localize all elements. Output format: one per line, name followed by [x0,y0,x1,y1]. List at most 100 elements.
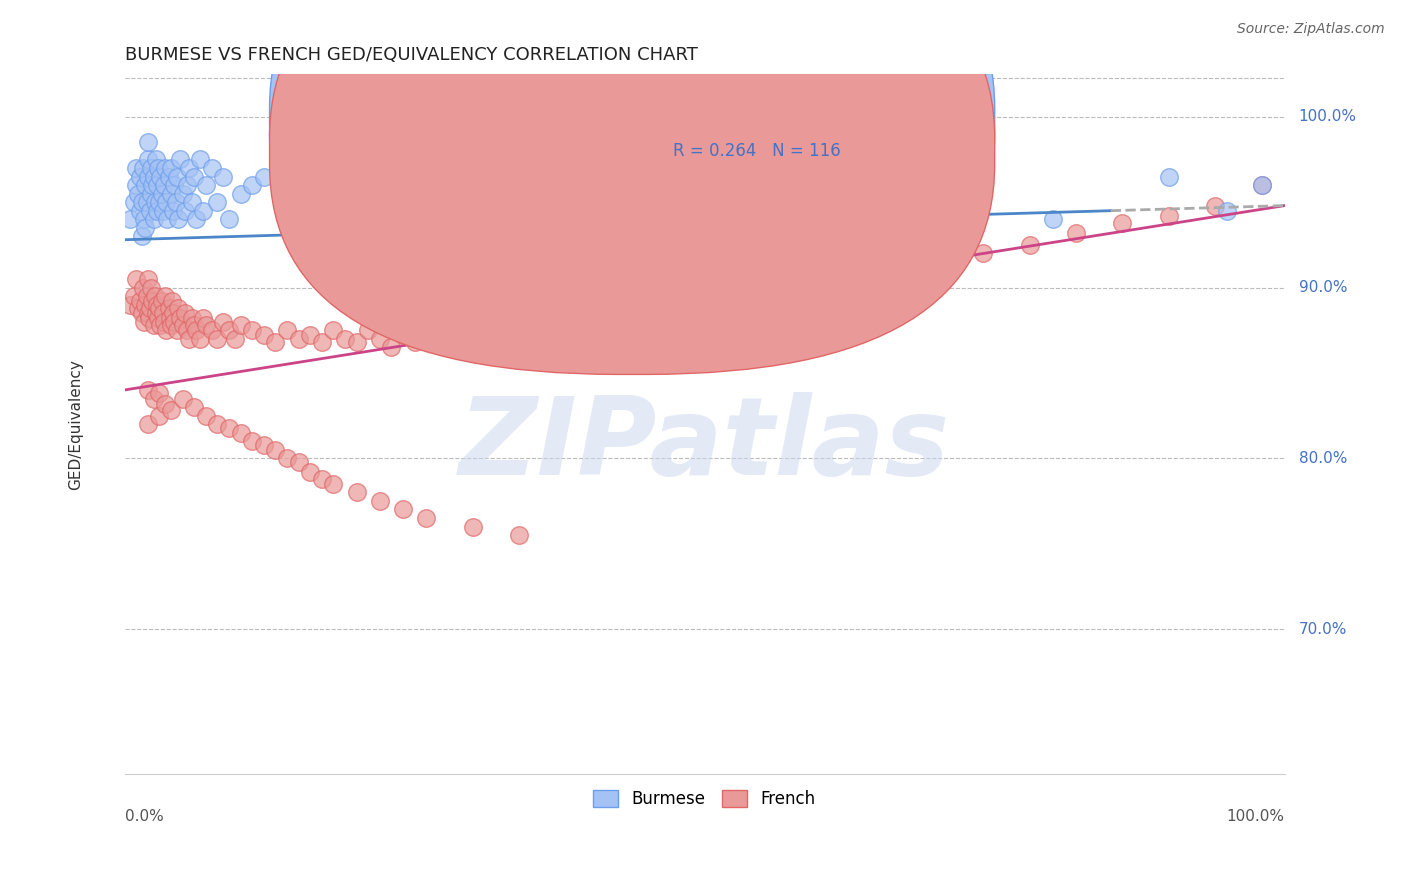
Point [299,328,322,343]
Point [218,420,240,434]
Point [160,186,183,201]
Point [160,161,183,175]
Point [169,311,191,326]
Point [131,306,153,320]
Point [565,311,588,326]
Point [693,186,716,201]
Point [276,186,298,201]
Point [131,229,153,244]
Point [150,294,173,309]
Point [508,528,530,542]
Point [166,169,188,184]
Point [173,306,195,320]
Point [380,340,402,354]
Point [346,335,368,350]
Point [157,301,180,315]
Point [135,195,157,210]
Point [148,301,170,315]
Point [240,323,263,337]
Point [167,212,190,227]
Point [152,203,174,218]
Point [322,323,344,337]
Point [200,323,222,337]
Point [450,332,472,346]
Text: R = 0.264   N = 116: R = 0.264 N = 116 [673,142,841,160]
Point [166,323,188,337]
Text: 0.0%: 0.0% [125,809,163,824]
Point [287,455,309,469]
Point [143,289,166,303]
Point [1111,216,1133,230]
Point [176,323,198,337]
Point [311,472,333,486]
Point [392,297,415,311]
Point [879,263,901,277]
Point [146,161,169,175]
Point [132,161,155,175]
Point [142,392,165,406]
Point [153,397,176,411]
Point [240,434,263,449]
Point [125,161,148,175]
Point [193,311,215,326]
Point [229,186,252,201]
Point [194,409,217,423]
Point [136,272,159,286]
Legend: Burmese, French: Burmese, French [586,783,823,814]
Point [186,212,208,227]
Point [368,186,391,201]
Point [134,178,156,192]
Point [786,280,808,294]
Point [152,306,174,320]
Point [131,195,153,210]
Point [1250,178,1272,192]
Point [120,212,142,227]
Point [439,315,461,329]
Point [200,161,222,175]
Point [160,294,183,309]
Point [287,332,309,346]
Point [253,328,276,343]
Point [183,318,205,332]
Point [194,178,217,192]
Point [142,169,165,184]
Text: BURMESE VS FRENCH GED/EQUIVALENCY CORRELATION CHART: BURMESE VS FRENCH GED/EQUIVALENCY CORREL… [125,46,697,64]
Point [165,195,187,210]
FancyBboxPatch shape [270,0,994,344]
Point [128,169,150,184]
Point [132,280,155,294]
Point [207,332,229,346]
Point [1157,209,1180,223]
Point [145,306,167,320]
Point [404,335,426,350]
Point [1064,226,1087,240]
Point [439,178,461,192]
Point [322,476,344,491]
Text: 90.0%: 90.0% [1299,280,1347,295]
Point [179,161,201,175]
Text: 100.0%: 100.0% [1299,110,1357,124]
Point [156,212,179,227]
Point [810,195,832,210]
Point [472,186,495,201]
Point [972,246,994,260]
Point [415,511,437,525]
Point [135,289,157,303]
Point [142,318,165,332]
Point [153,289,176,303]
Point [122,289,145,303]
Point [299,465,322,479]
Point [136,383,159,397]
Point [253,437,276,451]
Text: ZIPatlas: ZIPatlas [460,392,950,498]
Text: 100.0%: 100.0% [1227,809,1285,824]
Point [145,153,167,167]
Point [740,289,762,303]
Point [1018,237,1040,252]
Point [136,306,159,320]
Point [925,255,948,269]
Point [368,332,391,346]
Point [531,318,554,332]
Point [392,502,415,516]
Point [173,203,195,218]
